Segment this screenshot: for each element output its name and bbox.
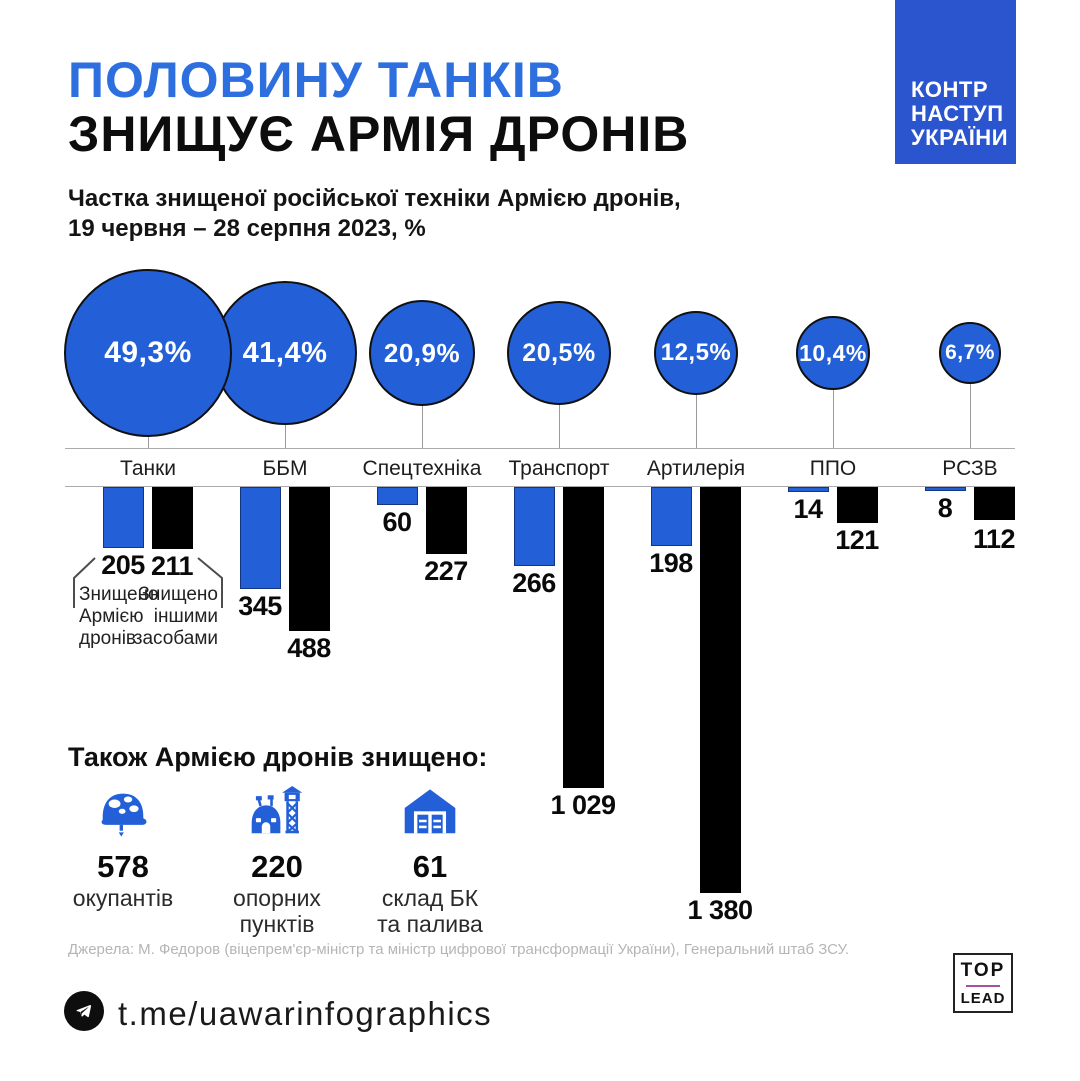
bubble-connector: [696, 395, 697, 448]
legend-callout-lines: [73, 557, 223, 608]
bubble-percent: 6,7%: [945, 341, 995, 364]
bar-drones: [651, 487, 692, 546]
legend-drones: Знищено Армією дронів: [79, 584, 159, 649]
source-note: Джерела: М. Федоров (віцепрем'єр-міністр…: [68, 941, 850, 958]
bar-other: [152, 487, 193, 549]
bubble-percent: 20,5%: [522, 338, 596, 367]
bar-value: 488: [287, 633, 331, 663]
also-item-occupiers: 578 окупантів: [38, 786, 208, 911]
page-title: ЗНИЩУЄ АРМІЯ ДРОНІВ: [68, 106, 690, 162]
bubble-percent: 41,4%: [242, 336, 328, 369]
bubble-bbm: 41,4%: [213, 281, 357, 425]
toplead-logo: TOP LEAD: [953, 953, 1013, 1013]
bar-value: 60: [382, 507, 412, 537]
bar-drones: [103, 487, 144, 548]
telegram-icon[interactable]: [64, 991, 104, 1031]
category-label: РСЗВ: [942, 457, 998, 480]
badge-line: КОНТР: [911, 77, 989, 102]
also-item-strongholds: 220 опорних пунктів: [192, 786, 362, 937]
bubble-percent: 12,5%: [660, 339, 732, 366]
bubble-percent: 10,4%: [799, 339, 867, 366]
toplead-top-text: TOP: [960, 959, 1006, 981]
bar-value: 198: [649, 548, 693, 578]
bar-other: [974, 487, 1015, 520]
bar-value: 205: [101, 550, 145, 580]
bar-value: 112: [972, 524, 1016, 554]
toplead-lead-text: LEAD: [960, 989, 1006, 1007]
bubble-transport: 20,5%: [507, 301, 611, 405]
bubble-connector: [422, 406, 423, 448]
bar-other: [426, 487, 467, 554]
telegram-channel-link[interactable]: t.me/uawarinfographics: [118, 995, 493, 1032]
toplead-rule: [966, 984, 1000, 987]
bar-other: [289, 487, 330, 631]
bubble-rszv: 6,7%: [939, 322, 1001, 384]
badge-line: НАСТУП: [911, 101, 1004, 126]
also-heading: Також Армією дронів знищено:: [68, 742, 488, 772]
bar-value: 266: [512, 568, 556, 598]
bubble-tanks: 49,3%: [64, 269, 232, 437]
chart-subtitle: Частка знищеної російської техніки Арміє…: [68, 185, 681, 242]
bubble-connector: [970, 384, 971, 448]
bar-other: [837, 487, 878, 523]
bar-drones: [925, 487, 966, 491]
badge-line: УКРАЇНИ: [911, 125, 1009, 150]
bar-value: 345: [238, 591, 282, 621]
category-label: Спецтехніка: [362, 457, 482, 480]
bubble-connector: [285, 425, 286, 448]
bar-drones: [377, 487, 418, 505]
also-value: 61: [412, 849, 448, 884]
legend-other: Знищено іншими засобами: [133, 584, 218, 649]
bar-value: 8: [937, 493, 953, 523]
bar-value: 1 029: [550, 790, 616, 820]
category-label: Транспорт: [508, 457, 610, 480]
category-label: Танки: [119, 457, 177, 480]
category-label: Артилерія: [646, 457, 746, 480]
also-label: опорних пунктів: [233, 885, 321, 937]
bar-value: 211: [150, 551, 194, 581]
bar-drones: [788, 487, 829, 492]
bubble-ppo: 10,4%: [796, 316, 870, 390]
bar-value: 14: [793, 494, 823, 524]
bar-other: [700, 487, 741, 893]
category-label: ППО: [809, 457, 857, 480]
fuel-depot-icon: [404, 789, 456, 834]
bubble-percent: 20,9%: [383, 337, 461, 368]
bubble-connector: [833, 390, 834, 448]
helmet-icon: [101, 793, 147, 837]
bunker-watchtower-icon: [251, 786, 303, 834]
axis-line-baseline: [65, 486, 1015, 487]
bar-drones: [240, 487, 281, 589]
also-value: 220: [251, 849, 303, 884]
bubble-spec: 20,9%: [369, 300, 475, 406]
bar-value: 227: [424, 556, 468, 586]
bubble-connector: [148, 437, 149, 448]
bar-value: 121: [835, 525, 879, 555]
bubble-percent: 49,3%: [104, 336, 192, 369]
also-item-depots: 61 склад БК та палива: [345, 786, 515, 937]
axis-line-top: [65, 448, 1015, 449]
bar-value: 1 380: [687, 895, 753, 925]
also-label: окупантів: [72, 885, 174, 911]
bubble-artillery: 12,5%: [654, 311, 738, 395]
page-title-accent: ПОЛОВИНУ ТАНКІВ: [68, 52, 564, 108]
category-label: ББМ: [262, 457, 308, 480]
bar-drones: [514, 487, 555, 566]
bubble-connector: [559, 405, 560, 448]
bar-other: [563, 487, 604, 788]
counteroffensive-badge: КОНТР НАСТУП УКРАЇНИ: [895, 0, 1016, 164]
also-label: склад БК та палива: [377, 885, 483, 937]
also-value: 578: [97, 849, 149, 884]
